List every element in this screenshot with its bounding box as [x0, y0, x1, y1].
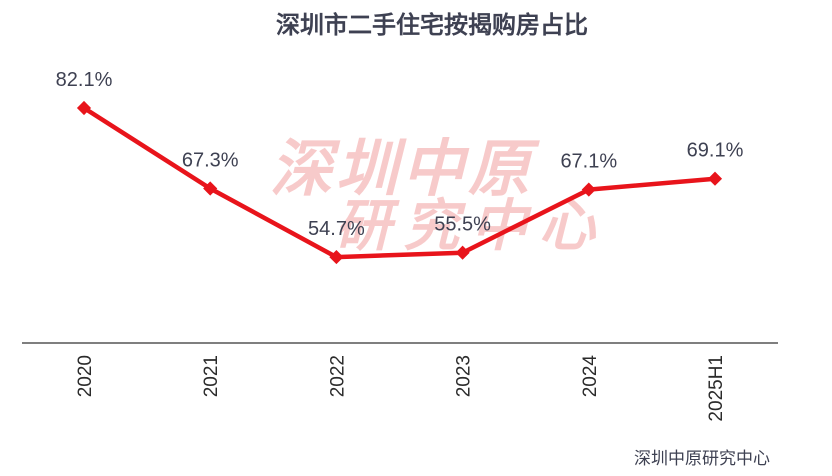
- data-point: [203, 181, 218, 196]
- chart-title: 深圳市二手住宅按揭购房占比: [276, 11, 588, 39]
- data-label: 54.7%: [308, 218, 365, 240]
- data-point: [581, 182, 596, 197]
- data-point: [329, 250, 344, 265]
- source-label: 深圳中原研究中心: [634, 449, 770, 469]
- x-tick-label: 2024: [580, 355, 601, 398]
- x-tick-label: 2021: [201, 355, 222, 397]
- x-tick-label: 2022: [327, 355, 348, 397]
- x-tick-label: 2023: [454, 355, 475, 397]
- data-point: [707, 171, 723, 186]
- series-line: [81, 105, 718, 260]
- data-label: 67.3%: [182, 150, 239, 172]
- data-label: 67.1%: [560, 151, 617, 173]
- data-label: 82.1%: [56, 69, 113, 91]
- data-point: [455, 245, 470, 260]
- x-tick-label: 2020: [75, 355, 96, 397]
- plot-area: 82.1% 2020 67.3% 2021 54.7% 2022 55.5% 2023 67.1…: [56, 69, 744, 422]
- data-label: 55.5%: [434, 214, 491, 236]
- data-label: 69.1%: [687, 140, 744, 162]
- watermark-line-1: 深圳中原: [270, 132, 540, 205]
- x-tick-label: 2025H1: [706, 355, 727, 422]
